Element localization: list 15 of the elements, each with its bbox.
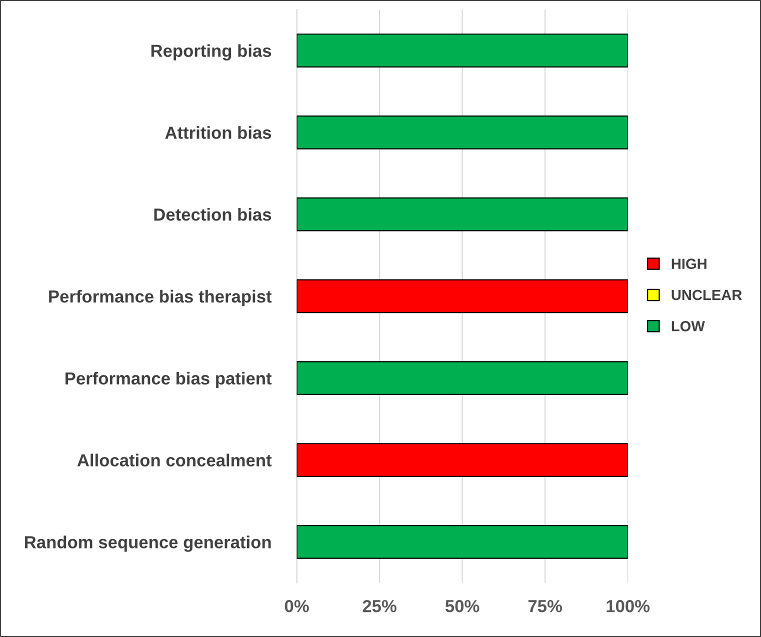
y-tick-label: Allocation concealment [77,454,272,466]
legend-label: UNCLEAR [672,290,742,300]
x-tick-label: 25% [362,600,396,612]
legend-label: HIGH [672,258,706,269]
y-tick-label: Reporting bias [151,44,272,60]
y-tick-label: Random sequence generation [25,536,271,552]
y-tick-label: Performance bias patient [66,372,272,388]
y-tick-label: Performance bias therapist [49,290,272,306]
x-tick-label: 0% [284,600,309,612]
legend-label: LOW [672,321,705,332]
x-tick-label: 75% [528,600,562,612]
x-tick-label: 100% [606,600,650,612]
y-tick-label: Detection bias [154,208,272,221]
y-tick-label: Attrition bias [165,126,272,139]
x-tick-label: 50% [445,600,480,612]
